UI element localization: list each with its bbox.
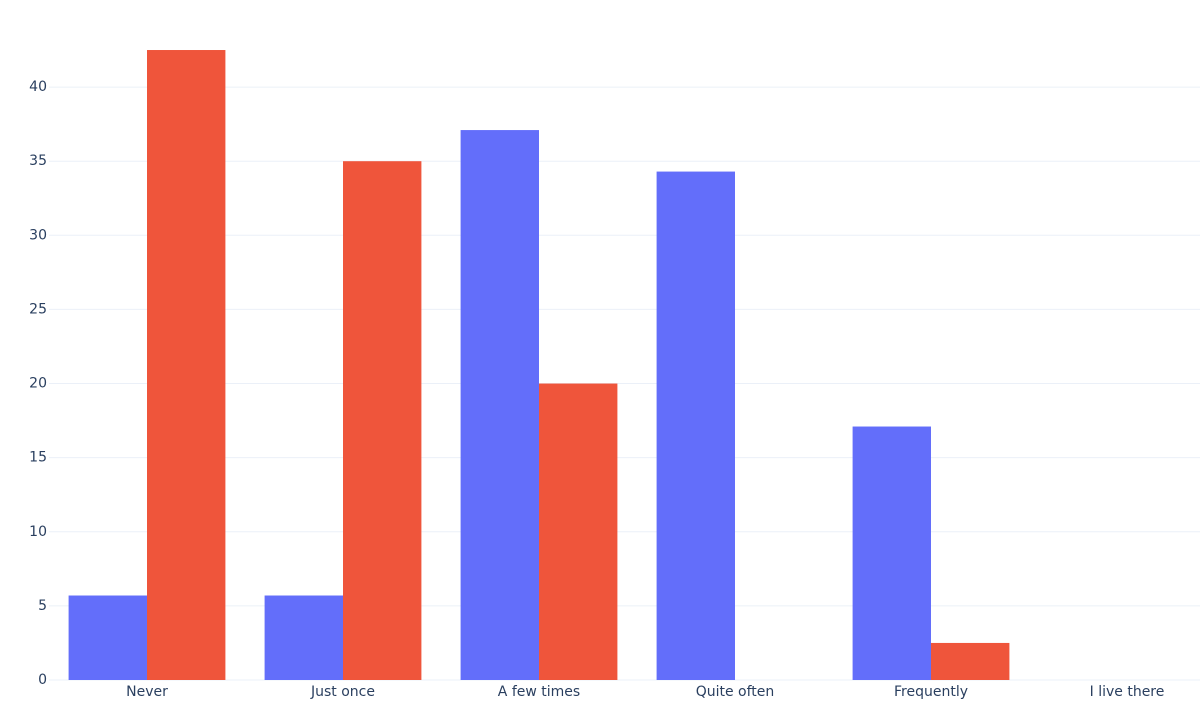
- x-tick-label: Just once: [310, 684, 375, 700]
- bar: [656, 171, 735, 680]
- x-tick-label: Never: [126, 684, 168, 700]
- x-tick-label: A few times: [498, 684, 580, 700]
- y-tick-label: 30: [29, 227, 47, 243]
- x-tick-label: Frequently: [894, 684, 968, 700]
- y-tick-label: 5: [38, 598, 47, 614]
- bar: [539, 383, 618, 680]
- bar: [147, 50, 226, 681]
- bar: [68, 595, 147, 680]
- x-tick-label: I live there: [1090, 684, 1165, 700]
- bar: [343, 161, 422, 680]
- x-tick-label: Quite often: [696, 684, 775, 700]
- y-tick-label: 25: [29, 301, 47, 317]
- y-tick-label: 20: [29, 376, 47, 392]
- y-tick-label: 40: [29, 79, 47, 95]
- bar: [852, 426, 931, 680]
- bar: [460, 130, 539, 680]
- y-tick-label: 35: [29, 153, 47, 169]
- y-tick-label: 10: [29, 524, 47, 540]
- bar: [931, 642, 1010, 680]
- y-tick-label: 0: [38, 672, 47, 688]
- y-tick-label: 15: [29, 450, 47, 466]
- bar: [264, 595, 343, 680]
